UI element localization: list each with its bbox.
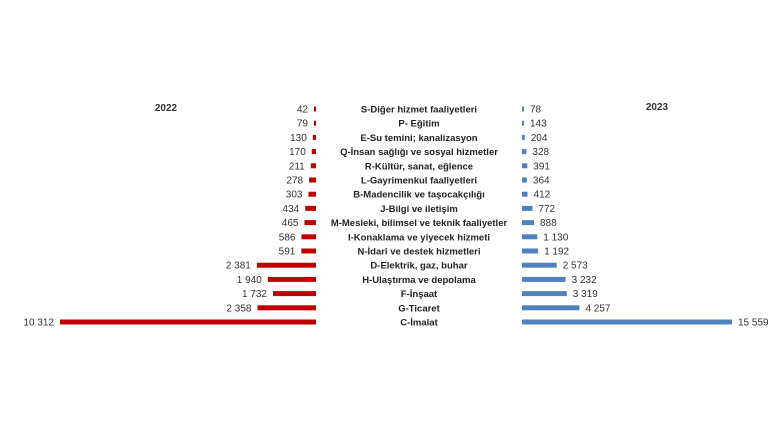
value-label-2023-l-gayrimenkul-faaliyetleri: 364 xyxy=(533,176,550,187)
value-label-2022-b-madencilik-ve-tasocakciligi: 303 xyxy=(286,190,303,201)
value-label-2023-q-insan-sagligi-ve-sosyal-hizmetler: 328 xyxy=(532,147,549,158)
bar-2023-e-su-temini-kanalizasyon xyxy=(522,134,525,140)
value-label-2023-g-ticaret: 4 257 xyxy=(585,303,610,314)
bar-2023-q-insan-sagligi-ve-sosyal-hizmetler xyxy=(522,149,527,155)
category-label-j-bilgi-ve-iletisim: J-Bilgi ve iletişim xyxy=(380,204,458,215)
category-label-f-insaat: F-İnşaat xyxy=(401,289,438,300)
category-label-e-su-temini-kanalizasyon: E-Su temini; kanalizasyon xyxy=(360,133,477,144)
value-label-2022-e-su-temini-kanalizasyon: 130 xyxy=(290,133,307,144)
value-label-2023-r-kultur-sanat-eglence: 391 xyxy=(533,161,550,172)
bar-2022-b-madencilik-ve-tasocakciligi xyxy=(308,191,316,197)
bar-2022-n-idari-ve-destek-hizmetleri xyxy=(301,248,316,254)
bar-2023-d-elektrik-gaz-buhar xyxy=(522,262,557,268)
bar-2022-i-konaklama-ve-yiyecek-hizmeti xyxy=(301,234,316,240)
series-title-2022: 2022 xyxy=(155,103,178,114)
category-label-b-madencilik-ve-tasocakciligi: B-Madencilik ve taşocakçılığı xyxy=(353,190,484,201)
bar-2023-g-ticaret xyxy=(522,305,580,311)
value-label-2023-d-elektrik-gaz-buhar: 2 573 xyxy=(563,261,588,272)
category-label-s-diger-hizmet-faaliyetleri: S-Diğer hizmet faaliyetleri xyxy=(361,105,477,116)
bar-2022-m-mesleki-bilimsel-ve-teknik-faaliyetler xyxy=(304,220,316,226)
value-label-2023-s-diger-hizmet-faaliyetleri: 78 xyxy=(530,105,542,116)
value-label-2023-m-mesleki-bilimsel-ve-teknik-faaliyetler: 888 xyxy=(540,218,557,229)
bar-2023-c-imalat xyxy=(522,319,732,325)
bar-2022-h-ulastirma-ve-depolama xyxy=(267,276,316,282)
category-label-l-gayrimenkul-faaliyetleri: L-Gayrimenkul faaliyetleri xyxy=(361,176,477,187)
value-label-2022-q-insan-sagligi-ve-sosyal-hizmetler: 170 xyxy=(289,147,306,158)
bar-2023-r-kultur-sanat-eglence xyxy=(522,163,528,169)
value-label-2023-p-egitim: 143 xyxy=(530,119,547,130)
category-label-r-kultur-sanat-eglence: R-Kültür, sanat, eğlence xyxy=(365,161,473,172)
value-label-2022-j-bilgi-ve-iletisim: 434 xyxy=(283,204,300,215)
bar-2022-s-diger-hizmet-faaliyetleri xyxy=(314,106,316,112)
value-label-2023-n-idari-ve-destek-hizmetleri: 1 192 xyxy=(544,247,569,258)
bar-2023-h-ulastirma-ve-depolama xyxy=(522,276,566,282)
bar-2022-e-su-temini-kanalizasyon xyxy=(312,134,316,140)
value-label-2022-p-egitim: 79 xyxy=(297,119,309,130)
category-label-d-elektrik-gaz-buhar: D-Elektrik, gaz, buhar xyxy=(370,261,467,272)
value-label-2022-h-ulastirma-ve-depolama: 1 940 xyxy=(237,275,262,286)
value-label-2023-h-ulastirma-ve-depolama: 3 232 xyxy=(572,275,597,286)
bar-2022-p-egitim xyxy=(314,120,316,126)
bar-2023-n-idari-ve-destek-hizmetleri xyxy=(522,248,539,254)
bar-2023-i-konaklama-ve-yiyecek-hizmeti xyxy=(522,234,538,240)
value-label-2023-c-imalat: 15 559 xyxy=(738,318,769,329)
value-label-2022-d-elektrik-gaz-buhar: 2 381 xyxy=(226,261,251,272)
category-label-p-egitim: P- Eğitim xyxy=(398,119,439,130)
value-label-2023-i-konaklama-ve-yiyecek-hizmeti: 1 130 xyxy=(543,232,568,243)
value-label-2022-l-gayrimenkul-faaliyetleri: 278 xyxy=(286,176,303,187)
bar-2023-b-madencilik-ve-tasocakciligi xyxy=(522,191,528,197)
bar-2022-r-kultur-sanat-eglence xyxy=(310,163,316,169)
category-label-n-idari-ve-destek-hizmetleri: N-İdari ve destek hizmetleri xyxy=(357,247,480,258)
value-label-2022-i-konaklama-ve-yiyecek-hizmeti: 586 xyxy=(279,232,296,243)
category-label-h-ulastirma-ve-depolama: H-Ulaştırma ve depolama xyxy=(362,275,476,286)
bar-2022-l-gayrimenkul-faaliyetleri xyxy=(309,177,316,183)
category-label-g-ticaret: G-Ticaret xyxy=(398,303,440,314)
value-label-2022-s-diger-hizmet-faaliyetleri: 42 xyxy=(297,105,309,116)
bar-2023-f-insaat xyxy=(522,291,567,297)
bar-2022-q-insan-sagligi-ve-sosyal-hizmetler xyxy=(311,149,316,155)
bar-2023-m-mesleki-bilimsel-ve-teknik-faaliyetler xyxy=(522,220,534,226)
value-label-2022-f-insaat: 1 732 xyxy=(242,289,267,300)
bar-2022-c-imalat xyxy=(60,319,316,325)
bar-2022-g-ticaret xyxy=(257,305,316,311)
bar-2022-f-insaat xyxy=(273,291,316,297)
value-label-2023-b-madencilik-ve-tasocakciligi: 412 xyxy=(534,190,551,201)
chart-rows: S-Diğer hizmet faaliyetleri 42 78 P- Eğitim… xyxy=(23,105,769,329)
category-label-i-konaklama-ve-yiyecek-hizmeti: I-Konaklama ve yiyecek hizmeti xyxy=(348,232,490,243)
bar-2023-j-bilgi-ve-iletisim xyxy=(522,205,533,211)
category-label-q-insan-sagligi-ve-sosyal-hizmetler: Q-İnsan sağlığı ve sosyal hizmetler xyxy=(340,147,498,158)
bar-2023-s-diger-hizmet-faaliyetleri xyxy=(522,106,524,112)
category-label-m-mesleki-bilimsel-ve-teknik-faaliyetler: M-Mesleki, bilimsel ve teknik faaliyetle… xyxy=(331,218,508,229)
series-title-2023: 2023 xyxy=(646,102,669,113)
value-label-2022-c-imalat: 10 312 xyxy=(23,318,54,329)
bar-2023-l-gayrimenkul-faaliyetleri xyxy=(522,177,527,183)
value-label-2023-f-insaat: 3 319 xyxy=(573,289,598,300)
value-label-2022-g-ticaret: 2 358 xyxy=(226,303,251,314)
bar-2022-j-bilgi-ve-iletisim xyxy=(305,205,316,211)
value-label-2023-j-bilgi-ve-iletisim: 772 xyxy=(538,204,555,215)
value-label-2022-m-mesleki-bilimsel-ve-teknik-faaliyetler: 465 xyxy=(282,218,299,229)
bar-2023-p-egitim xyxy=(522,120,524,126)
category-label-c-imalat: C-İmalat xyxy=(400,318,438,329)
value-label-2023-e-su-temini-kanalizasyon: 204 xyxy=(531,133,548,144)
value-label-2022-n-idari-ve-destek-hizmetleri: 591 xyxy=(279,247,296,258)
bar-2022-d-elektrik-gaz-buhar xyxy=(256,262,316,268)
value-label-2022-r-kultur-sanat-eglence: 211 xyxy=(289,161,305,172)
